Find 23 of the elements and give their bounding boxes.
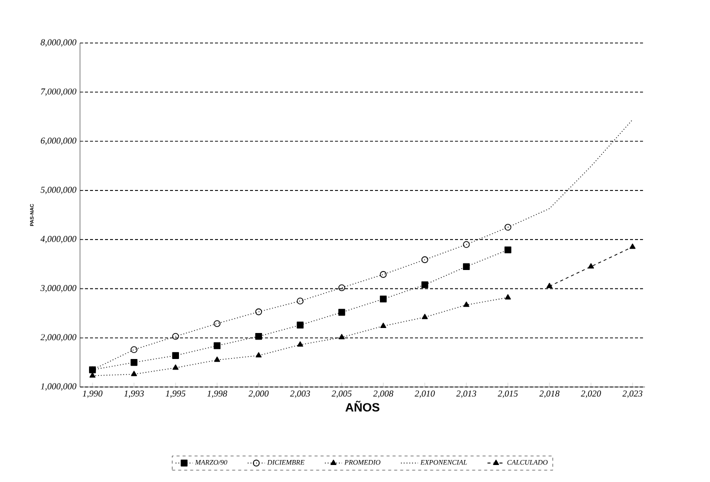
x-tick-label: 2,023 bbox=[622, 390, 642, 398]
y-tick-label: 3,000,000 bbox=[40, 285, 76, 292]
y-tick-label: 7,000,000 bbox=[41, 88, 76, 96]
x-tick-label: 2,020 bbox=[580, 390, 602, 398]
x-tick-label: 1,995 bbox=[166, 390, 186, 398]
x-tick-label: 2,008 bbox=[373, 390, 394, 398]
x-tick-label: 1,998 bbox=[207, 390, 228, 398]
y-tick-label: 6,000,000 bbox=[40, 138, 76, 145]
x-tick-label: 2,013 bbox=[456, 390, 476, 398]
y-tick-label: 4,000,000 bbox=[40, 236, 76, 244]
x-tick-label: 2,003 bbox=[290, 390, 310, 398]
x-tick-label: 2,005 bbox=[332, 390, 352, 398]
y-tick-label: 5,000,000 bbox=[40, 186, 76, 194]
x-tick-label: 1,990 bbox=[82, 390, 102, 398]
x-tick-label: 2,000 bbox=[248, 390, 269, 398]
x-tick-label: 1,993 bbox=[124, 390, 144, 398]
y-tick-label: 8,000,000 bbox=[40, 39, 76, 47]
x-tick-label: 2,015 bbox=[498, 390, 518, 398]
y-tick-label: 1,000,000 bbox=[40, 383, 76, 391]
x-tick-label: 2,018 bbox=[539, 390, 560, 398]
y-tick-label: 2,000,000 bbox=[40, 334, 76, 342]
x-tick-label: 2,010 bbox=[414, 390, 435, 398]
x-axis-title: AÑOS bbox=[345, 400, 380, 412]
